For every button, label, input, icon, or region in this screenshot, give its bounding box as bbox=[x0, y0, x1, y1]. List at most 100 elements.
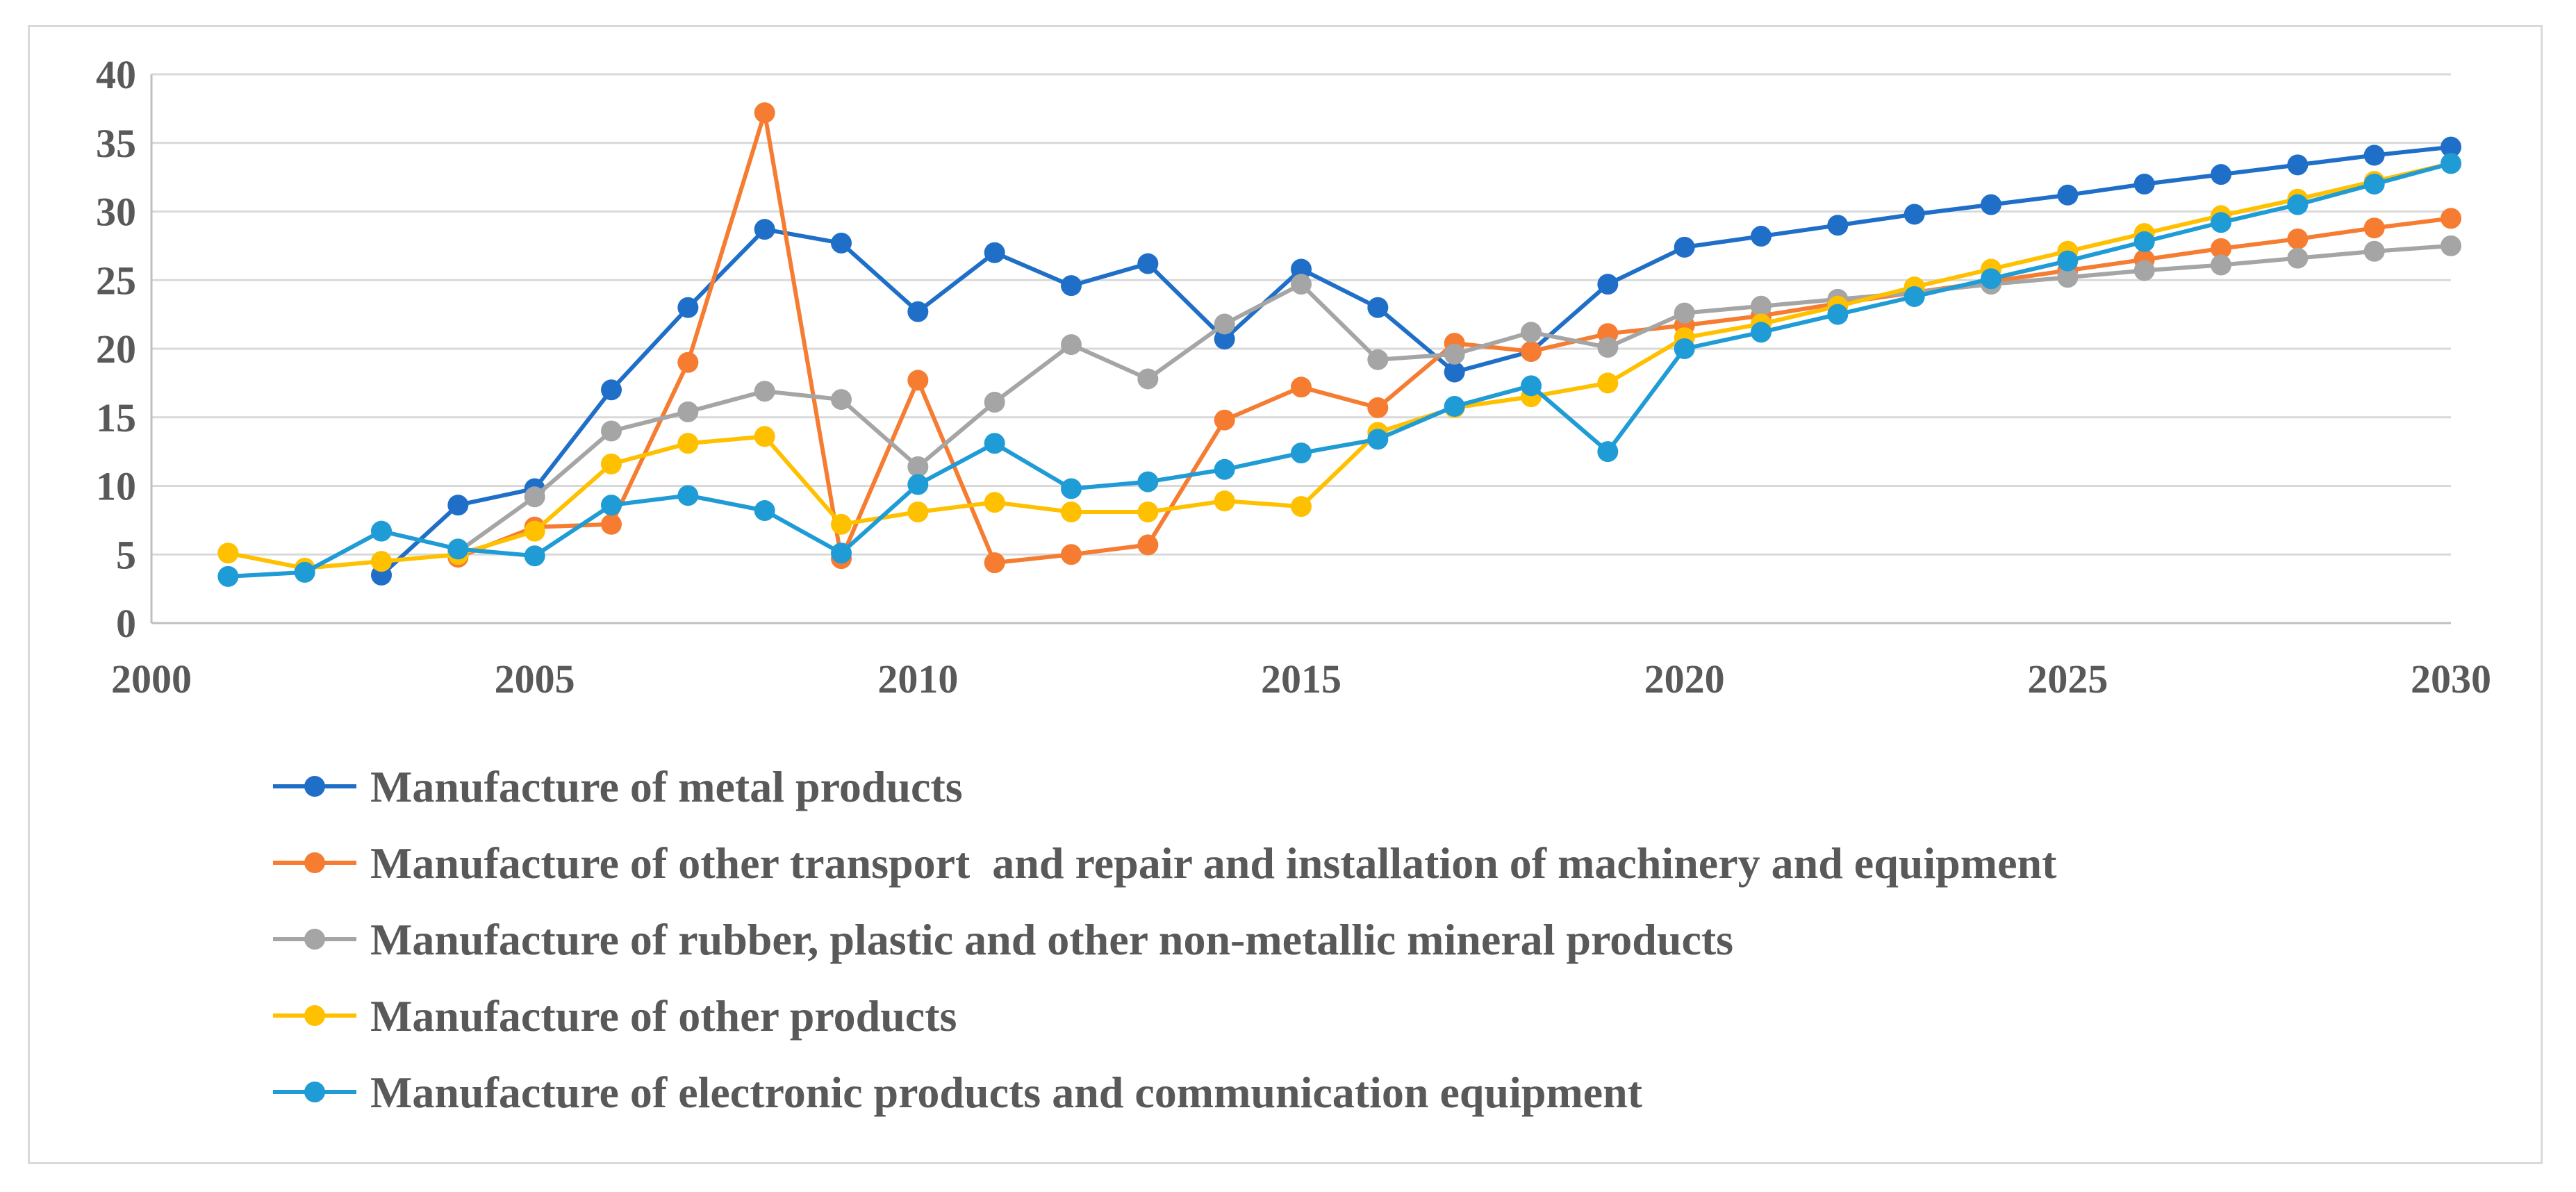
data-point bbox=[294, 561, 315, 583]
legend-marker bbox=[304, 852, 325, 873]
data-point bbox=[2133, 174, 2155, 194]
legend: Manufacture of metal products Manufacture… bbox=[273, 762, 2057, 1117]
data-point bbox=[1521, 322, 1542, 343]
data-point bbox=[677, 401, 699, 422]
data-point bbox=[1674, 236, 1695, 258]
data-point bbox=[907, 474, 929, 495]
data-point bbox=[1367, 397, 1389, 418]
chart-frame: 0 5 10 15 20 25 30 35 40 2000 2005 2010 2015 2020 202… bbox=[28, 25, 2543, 1164]
data-point bbox=[1214, 409, 1235, 431]
data-point bbox=[1137, 368, 1159, 390]
data-point bbox=[2441, 136, 2461, 158]
data-point bbox=[371, 551, 392, 572]
data-point bbox=[907, 301, 929, 322]
data-point bbox=[1291, 258, 1312, 280]
data-point bbox=[2211, 212, 2231, 233]
data-point bbox=[677, 351, 699, 373]
x-tick-label: 2005 bbox=[495, 656, 575, 702]
series-lines bbox=[217, 102, 2461, 587]
data-point bbox=[1444, 361, 1465, 383]
data-point bbox=[601, 453, 622, 474]
data-point bbox=[1827, 215, 1849, 236]
data-point bbox=[1674, 302, 1695, 324]
data-point bbox=[217, 543, 239, 564]
data-point bbox=[2287, 194, 2309, 215]
series-4 bbox=[217, 153, 2461, 587]
legend-marker bbox=[304, 929, 325, 950]
data-point bbox=[754, 219, 775, 240]
y-tick-label: 10 bbox=[96, 464, 136, 509]
x-tick-label: 2015 bbox=[1261, 656, 1341, 702]
data-point bbox=[907, 456, 929, 477]
data-point bbox=[831, 232, 852, 254]
data-point bbox=[984, 492, 1005, 513]
data-point bbox=[524, 545, 545, 567]
series-0 bbox=[371, 136, 2461, 586]
data-point bbox=[1751, 226, 1772, 247]
data-point bbox=[1291, 376, 1312, 398]
data-point bbox=[1137, 534, 1159, 556]
data-point bbox=[1981, 268, 2001, 290]
y-tick-label: 15 bbox=[96, 395, 136, 440]
data-point bbox=[2057, 267, 2079, 288]
y-tick-label: 25 bbox=[96, 258, 136, 303]
data-point bbox=[984, 392, 1005, 413]
data-point bbox=[2363, 240, 2385, 262]
data-point bbox=[754, 426, 775, 447]
y-tick-label: 30 bbox=[96, 190, 136, 235]
y-tick-label: 40 bbox=[96, 52, 136, 97]
x-tick-label: 2030 bbox=[2411, 656, 2491, 702]
data-point bbox=[1291, 274, 1312, 295]
data-point bbox=[2057, 250, 2079, 272]
data-point bbox=[677, 297, 699, 318]
data-point bbox=[754, 102, 775, 124]
legend-label: Manufacture of other products bbox=[370, 991, 957, 1041]
data-point bbox=[2211, 238, 2231, 259]
data-point bbox=[2363, 174, 2385, 194]
axes bbox=[150, 74, 2451, 624]
data-point bbox=[2441, 235, 2461, 256]
data-point bbox=[2133, 231, 2155, 252]
legend-marker bbox=[304, 1005, 325, 1026]
data-point bbox=[2211, 164, 2231, 185]
data-point bbox=[1291, 442, 1312, 464]
data-point bbox=[1827, 304, 1849, 325]
data-point bbox=[754, 381, 775, 402]
data-point bbox=[2287, 229, 2309, 249]
data-point bbox=[907, 370, 929, 391]
legend-marker bbox=[304, 776, 325, 797]
x-tick-label: 2000 bbox=[111, 656, 192, 702]
data-point bbox=[1061, 502, 1082, 523]
x-tick-label: 2020 bbox=[1644, 656, 1725, 702]
data-point bbox=[1597, 274, 1619, 295]
legend-marker bbox=[304, 1082, 325, 1102]
data-point bbox=[601, 513, 622, 535]
data-point bbox=[1214, 458, 1235, 480]
data-point bbox=[1214, 313, 1235, 335]
legend-label: Manufacture of rubber, plastic and other… bbox=[370, 915, 1733, 964]
data-point bbox=[984, 242, 1005, 263]
data-point bbox=[1444, 395, 1465, 417]
legend-entry: Manufacture of other products bbox=[273, 991, 957, 1041]
data-point bbox=[1981, 194, 2001, 215]
data-point bbox=[1904, 285, 1925, 307]
data-point bbox=[2287, 247, 2309, 269]
data-point bbox=[907, 502, 929, 523]
data-point bbox=[677, 485, 699, 506]
data-point bbox=[1444, 343, 1465, 365]
data-point bbox=[1904, 204, 1925, 225]
data-point bbox=[1521, 375, 1542, 397]
data-point bbox=[1061, 275, 1082, 297]
data-point bbox=[1751, 295, 1772, 317]
data-point bbox=[1214, 490, 1235, 512]
y-tick-label: 5 bbox=[116, 532, 136, 577]
data-point bbox=[831, 543, 852, 564]
data-point bbox=[1061, 478, 1082, 499]
legend-entry: Manufacture of other transport and repai… bbox=[273, 838, 2057, 888]
data-point bbox=[524, 520, 545, 542]
data-point bbox=[984, 433, 1005, 454]
data-point bbox=[984, 552, 1005, 574]
legend-entry: Manufacture of rubber, plastic and other… bbox=[273, 915, 1733, 964]
data-point bbox=[1751, 322, 1772, 343]
